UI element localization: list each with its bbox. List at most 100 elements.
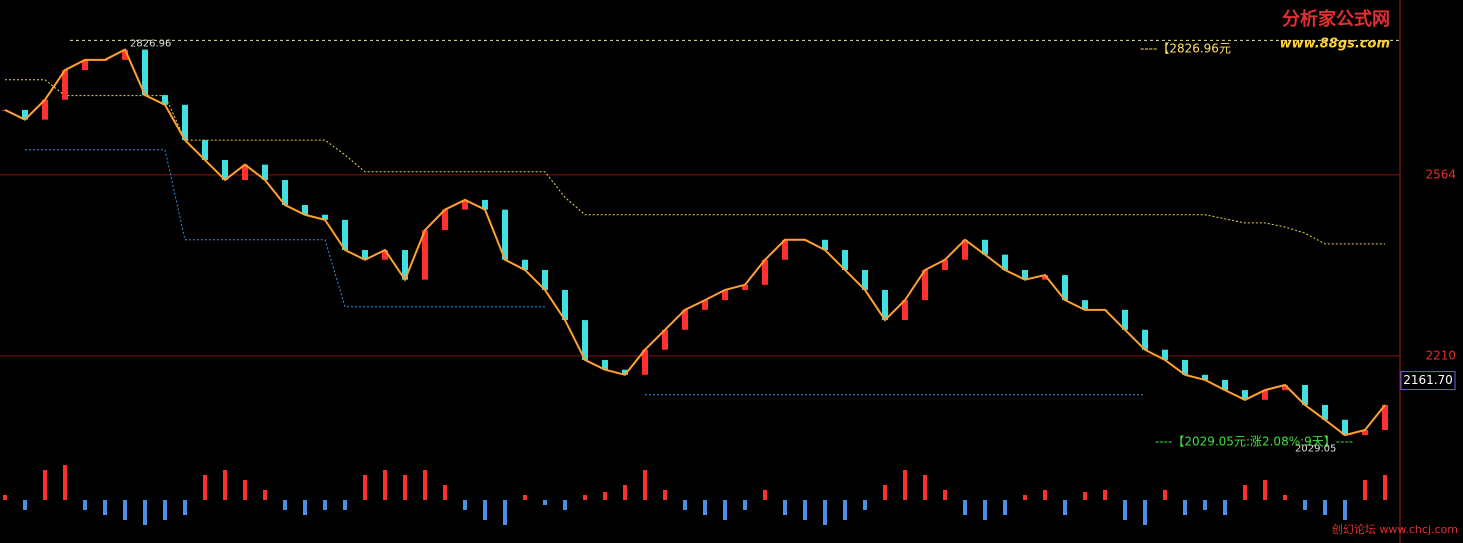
histogram-bar [1383,475,1387,500]
candle [302,205,308,215]
candle [1182,359,1188,375]
histogram-bar [423,470,427,500]
y-tick-label: 2564 [1425,167,1456,181]
histogram-bar [303,500,307,515]
histogram-bar [203,475,207,500]
histogram-bar [903,470,907,500]
histogram-bar [503,500,507,525]
candle [982,239,988,255]
candle [122,49,128,60]
last-price-label: 2161.70 [1403,373,1453,387]
histogram-bar [783,500,787,515]
histogram-bar [683,500,687,510]
candle [382,250,388,260]
histogram-bar [103,500,107,515]
histogram-bar [443,485,447,500]
histogram-bar [663,490,667,500]
candle [582,320,588,360]
histogram-bar [923,475,927,500]
candle [562,289,568,321]
histogram-bar [703,500,707,515]
candle [502,209,508,260]
candle [462,199,468,210]
candle [542,269,548,290]
candle [642,349,648,375]
histogram-bar [943,490,947,500]
candle [1222,379,1228,391]
candle [842,250,848,270]
candle [1302,385,1308,405]
histogram-bar [363,475,367,500]
candle [482,199,488,210]
candle [522,259,528,270]
candle [22,109,28,120]
histogram-bar [243,480,247,500]
histogram-bar [463,500,467,510]
histogram-bar [523,495,527,500]
histogram-bar [1183,500,1187,515]
histogram-bar [383,470,387,500]
histogram-bar [1223,500,1227,515]
candle [282,179,288,206]
histogram-bar [223,470,227,500]
candle [262,164,268,180]
candle [1042,275,1048,280]
histogram-bar [543,500,547,505]
histogram-bar [1063,500,1067,515]
candle [142,49,148,96]
candle [1202,374,1208,380]
candle [1242,390,1248,400]
histogram-bar [83,500,87,510]
histogram-bar [1203,500,1207,510]
histogram-bar [403,475,407,500]
histogram-bar [1163,490,1167,500]
histogram-bar [583,495,587,500]
histogram-bar [883,485,887,500]
histogram-bar [603,492,607,500]
histogram-bar [1243,485,1247,500]
candle [782,239,788,260]
candle [922,269,928,301]
histogram-bar [483,500,487,520]
high-note: ----【2826.96元 [1140,42,1231,56]
histogram-bar [263,490,267,500]
candle [162,95,168,105]
candle [202,140,208,161]
histogram-bar [183,500,187,515]
candle [1062,275,1068,301]
histogram-bar [1123,500,1127,520]
histogram-bar [23,500,27,510]
histogram-bar [763,490,767,500]
histogram-bar [863,500,867,510]
candle [882,289,888,321]
candle [722,289,728,301]
candle [1122,309,1128,330]
histogram-bar [1043,490,1047,500]
histogram-bar [1023,495,1027,500]
candle [822,239,828,251]
price-line [4,48,1386,437]
histogram-bar [1303,500,1307,510]
candle [1162,349,1168,360]
candle [182,104,188,141]
histogram-bar [1283,495,1287,500]
candle [942,259,948,270]
candle [1382,404,1388,431]
candle [342,219,348,251]
candle [222,160,228,180]
histogram-bar [1363,480,1367,500]
histogram-bar [1143,500,1147,525]
candle [902,300,908,321]
candle [602,359,608,370]
watermark-url: www.88gs.com [1280,37,1390,52]
histogram-bar [123,500,127,520]
histogram-bar [283,500,287,510]
histogram-bar [963,500,967,515]
histogram-bar [803,500,807,520]
histogram-bar [1083,492,1087,500]
band-line [5,79,1385,245]
candle [322,214,328,220]
candle [962,239,968,260]
histogram-bar [143,500,147,525]
